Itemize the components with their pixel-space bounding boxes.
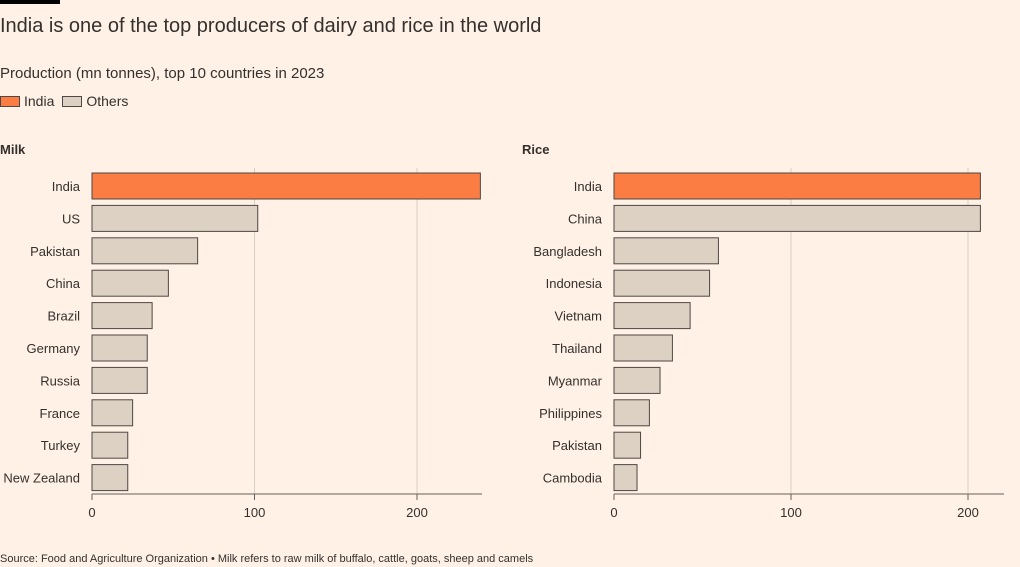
milk-category-label: China [46,276,81,291]
milk-bar [91,464,129,492]
rice-panel-title: Rice [522,142,549,157]
legend-label-india: India [24,93,55,109]
rice-category-label: Pakistan [552,438,602,453]
rice-x-tick-label: 0 [610,505,617,520]
rice-category-label: Vietnam [555,309,602,324]
milk-bar [91,269,169,297]
milk-x-tick-label: 200 [406,505,428,520]
legend-item-india: India [0,93,54,109]
rice-category-label: Myanmar [548,373,603,388]
milk-category-label: India [52,179,81,194]
milk-x-tick-label: 0 [88,505,95,520]
legend-label-others: Others [86,93,129,109]
rice-bar [613,464,638,492]
rice-bar [613,366,661,394]
milk-bar [91,204,259,232]
milk-category-label: New Zealand [3,471,80,486]
rice-category-label: Indonesia [546,276,603,291]
rice-x-tick-label: 100 [780,505,802,520]
milk-bar [91,431,129,459]
milk-bar [91,366,148,394]
source-note: Source: Food and Agriculture Organizatio… [0,553,534,565]
milk-bar [91,237,199,265]
milk-category-label: Turkey [41,438,81,453]
milk-bar [91,302,153,330]
milk-category-label: US [62,211,80,226]
milk-category-label: France [40,406,80,421]
milk-x-tick-label: 100 [244,505,266,520]
rice-category-label: China [568,211,603,226]
chart-subtitle: Production (mn tonnes), top 10 countries… [0,65,325,82]
milk-category-label: Brazil [47,309,80,324]
rice-category-label: Thailand [552,341,602,356]
rice-bar [613,204,981,232]
rice-category-label: India [574,179,603,194]
milk-panel-title: Milk [0,142,26,157]
milk-bar [91,334,148,362]
rice-category-label: Philippines [539,406,602,421]
rice-category-label: Cambodia [543,471,603,486]
milk-bar [91,399,134,427]
rice-x-tick-label: 200 [957,505,979,520]
milk-category-label: Germany [27,341,81,356]
rice-bar [613,431,642,459]
rice-bar [613,399,650,427]
brand-bar [0,0,60,4]
legend: India Others [0,93,136,109]
chart-title: India is one of the top producers of dai… [0,15,542,37]
rice-bar [613,237,719,265]
rice-category-label: Bangladesh [533,244,602,259]
milk-bar [91,172,481,200]
milk-category-label: Russia [40,373,81,388]
milk-category-label: Pakistan [30,244,80,259]
legend-item-others: Others [62,93,128,109]
legend-swatch-india [0,95,20,107]
charts-area: Milk India US Pakistan China Brazil Germany Rus… [0,142,1004,520]
rice-bar [613,172,981,200]
rice-bar [613,302,691,330]
rice-bar [613,269,711,297]
rice-bar [613,334,673,362]
legend-swatch-others [62,95,83,107]
